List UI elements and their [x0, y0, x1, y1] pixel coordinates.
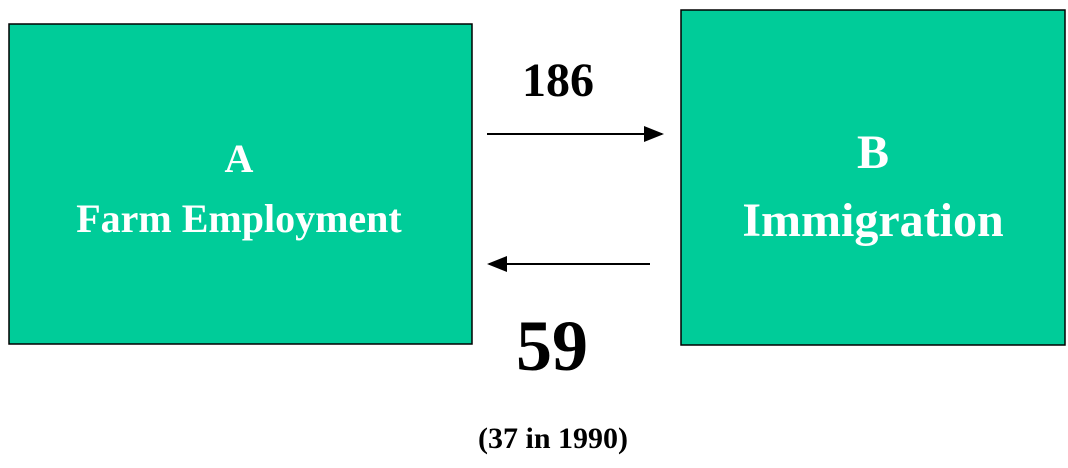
edge-label: 59 — [516, 306, 588, 386]
node-letter: A — [225, 136, 254, 181]
node-label: Immigration — [742, 194, 1003, 247]
edge-label: 186 — [522, 54, 594, 107]
node-b-box — [680, 9, 1066, 346]
node-letter: B — [857, 126, 889, 179]
node-a-box — [8, 23, 473, 345]
note: (37 in 1990) — [478, 422, 628, 455]
node-label: Farm Employment — [76, 196, 402, 241]
